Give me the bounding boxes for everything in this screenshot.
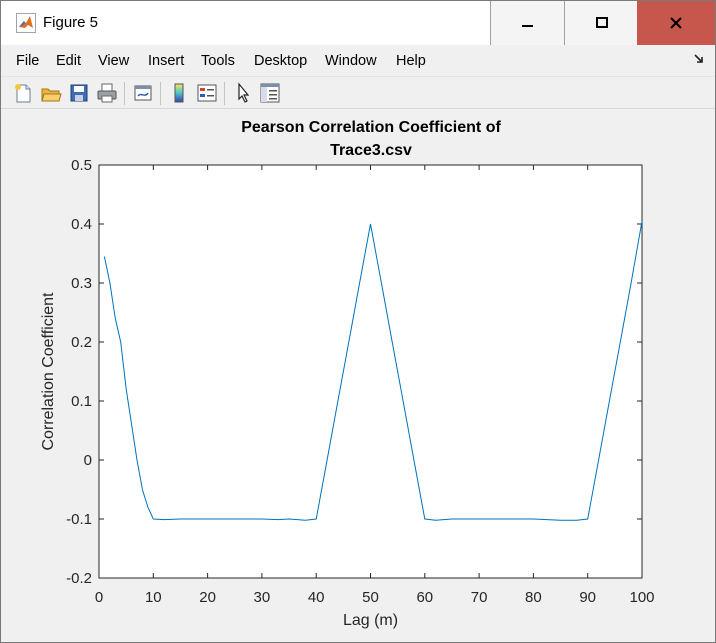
y-tick-label: -0.1 xyxy=(66,511,92,528)
y-tick-label: 0.1 xyxy=(71,393,92,410)
figure-canvas: Pearson Correlation Coefficient of Trace… xyxy=(8,110,708,638)
y-tick-label: 0.2 xyxy=(71,334,92,351)
x-tick-label: 100 xyxy=(629,589,654,606)
x-tick-label: 70 xyxy=(471,589,488,606)
minimize-button[interactable] xyxy=(490,1,564,45)
chart-title-line2: Trace3.csv xyxy=(330,142,412,159)
menu-file[interactable]: File xyxy=(16,53,40,69)
matlab-logo-icon xyxy=(16,13,36,33)
legend-icon[interactable] xyxy=(196,82,218,104)
save-icon[interactable] xyxy=(68,82,90,104)
menu-window[interactable]: Window xyxy=(325,53,377,69)
y-tick-label: -0.2 xyxy=(66,570,92,587)
x-tick-label: 50 xyxy=(362,589,379,606)
series-line-0[interactable] xyxy=(103,221,643,521)
x-tick-label: 90 xyxy=(579,589,596,606)
x-tick-label: 40 xyxy=(308,589,325,606)
print-icon[interactable] xyxy=(96,82,118,104)
link-plot-icon[interactable] xyxy=(132,82,154,104)
y-axis-label: Correlation Coefficient xyxy=(40,292,57,451)
open-file-icon[interactable] xyxy=(40,82,62,104)
menu-insert[interactable]: Insert xyxy=(148,53,185,69)
close-button[interactable] xyxy=(637,1,715,45)
toolbar-separator xyxy=(124,82,125,105)
minimize-icon xyxy=(521,25,533,27)
y-tick-label: 0.4 xyxy=(71,216,92,233)
property-editor-icon[interactable] xyxy=(259,82,281,104)
new-figure-icon[interactable] xyxy=(12,82,34,104)
line-chart[interactable]: Pearson Correlation Coefficient of Trace… xyxy=(8,110,708,638)
maximize-button[interactable] xyxy=(564,1,638,45)
menu-bar: File Edit View Insert Tools Desktop Wind… xyxy=(1,45,715,76)
toolbar xyxy=(1,76,715,109)
x-tick-label: 30 xyxy=(254,589,271,606)
toolbar-separator xyxy=(160,82,161,105)
close-icon xyxy=(670,17,682,29)
menu-tools[interactable]: Tools xyxy=(201,53,235,69)
x-tick-label: 20 xyxy=(199,589,216,606)
menu-desktop[interactable]: Desktop xyxy=(254,53,308,69)
window-title: Figure 5 xyxy=(43,14,99,31)
chart-title-line1: Pearson Correlation Coefficient of xyxy=(241,119,501,136)
axes-area[interactable] xyxy=(98,164,643,579)
x-tick-label: 80 xyxy=(525,589,542,606)
x-tick-label: 60 xyxy=(416,589,433,606)
toolbar-separator xyxy=(224,82,225,105)
x-axis-label: Lag (m) xyxy=(343,612,398,629)
dock-arrow-icon[interactable] xyxy=(693,53,705,65)
y-tick-label: 0 xyxy=(84,452,92,469)
y-tick-label: 0.3 xyxy=(71,275,92,292)
colorbar-icon[interactable] xyxy=(168,82,190,104)
maximize-icon xyxy=(595,17,608,28)
y-tick-label: 0.5 xyxy=(71,157,92,174)
title-bar[interactable]: Figure 5 xyxy=(1,1,715,45)
x-tick-label: 10 xyxy=(145,589,162,606)
x-tick-label: 0 xyxy=(95,589,103,606)
menu-view[interactable]: View xyxy=(98,53,130,69)
pointer-icon[interactable] xyxy=(232,82,254,104)
menu-help[interactable]: Help xyxy=(396,53,426,69)
menu-edit[interactable]: Edit xyxy=(56,53,81,69)
